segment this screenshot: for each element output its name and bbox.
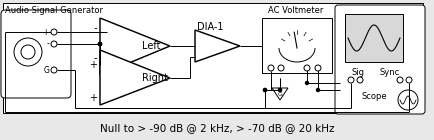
Text: -: - [93, 53, 97, 63]
Text: G: G [278, 92, 283, 96]
Circle shape [268, 65, 274, 71]
Text: +: + [89, 60, 97, 70]
Text: +: + [43, 27, 49, 37]
Circle shape [51, 67, 57, 73]
Circle shape [263, 88, 266, 92]
Text: Sig: Sig [351, 68, 364, 77]
Text: Sync: Sync [380, 68, 400, 77]
Text: Null to > -90 dB @ 2 kHz, > -70 dB @ 20 kHz: Null to > -90 dB @ 2 kHz, > -70 dB @ 20 … [100, 123, 334, 133]
Circle shape [316, 88, 319, 92]
Text: +: + [89, 93, 97, 103]
Text: Scope: Scope [361, 92, 387, 101]
Text: -: - [46, 39, 49, 48]
Polygon shape [100, 18, 170, 75]
Text: AC Voltmeter: AC Voltmeter [268, 6, 323, 15]
Circle shape [263, 88, 266, 92]
Circle shape [315, 65, 321, 71]
Circle shape [304, 65, 310, 71]
Circle shape [348, 77, 354, 83]
Circle shape [99, 43, 102, 46]
Circle shape [51, 29, 57, 35]
Circle shape [397, 77, 403, 83]
Bar [345, 14, 403, 62]
Text: -: - [93, 23, 97, 33]
Text: Left: Left [142, 41, 161, 51]
Circle shape [357, 77, 363, 83]
Circle shape [278, 65, 284, 71]
Circle shape [306, 81, 309, 85]
FancyBboxPatch shape [335, 5, 425, 114]
Circle shape [406, 77, 412, 83]
Bar [262, 18, 332, 73]
FancyBboxPatch shape [1, 10, 71, 98]
Circle shape [99, 43, 102, 46]
Text: Right: Right [142, 73, 168, 83]
Circle shape [51, 41, 57, 47]
Polygon shape [100, 50, 170, 105]
Text: G: G [43, 66, 49, 74]
Circle shape [279, 88, 282, 92]
Circle shape [398, 90, 418, 110]
Circle shape [14, 38, 42, 66]
Text: Audio Signal Generator: Audio Signal Generator [5, 6, 103, 15]
Circle shape [279, 88, 282, 92]
Text: DIA-1: DIA-1 [197, 22, 224, 32]
Polygon shape [195, 30, 240, 62]
Circle shape [99, 43, 102, 46]
Bar [3, 3, 423, 113]
